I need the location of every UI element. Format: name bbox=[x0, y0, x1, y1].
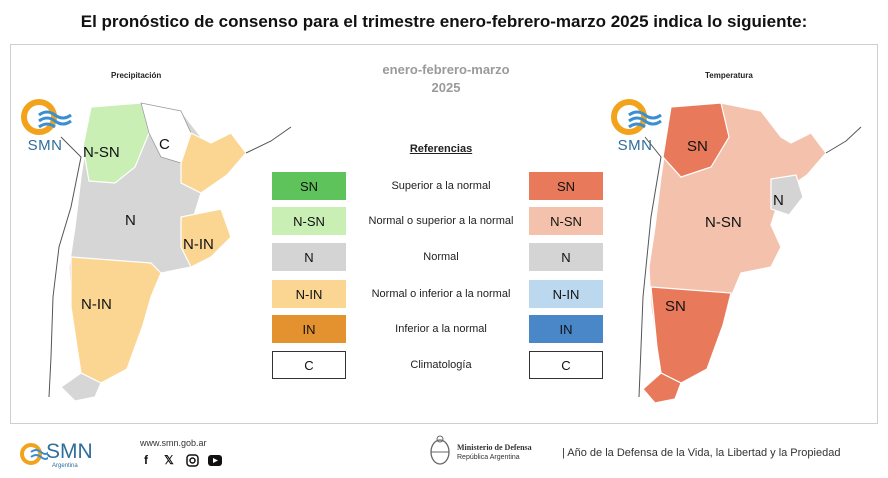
precip-swatch-n-sn: N-SN bbox=[272, 207, 346, 235]
ref-label-c: Climatología bbox=[410, 359, 472, 371]
youtube-icon[interactable] bbox=[207, 452, 223, 468]
temp-swatch-n-in: N-IN bbox=[529, 280, 603, 308]
ref-label-n: Normal bbox=[423, 251, 459, 263]
argentina-coat-of-arms-icon bbox=[430, 435, 450, 465]
smn-logo-right: SMN bbox=[607, 97, 663, 159]
ministry-name: Ministerio de Defensa bbox=[457, 443, 532, 452]
precip-label-n-in-2: N-IN bbox=[81, 296, 112, 313]
precip-swatch-sn: SN bbox=[272, 172, 346, 200]
ref-label-n-sn: Normal o superior a la normal bbox=[368, 215, 514, 227]
page-headline: El pronóstico de consenso para el trimes… bbox=[80, 12, 808, 31]
temp-swatch-c: C bbox=[529, 351, 603, 379]
footer-logo-text: SMN bbox=[46, 440, 93, 463]
instagram-icon[interactable] bbox=[184, 452, 200, 468]
temp-swatch-n-sn: N-SN bbox=[529, 207, 603, 235]
smn-sun-icon bbox=[611, 99, 662, 135]
temp-label-sn-1: SN bbox=[687, 138, 708, 155]
ref-label-sn: Superior a la normal bbox=[391, 180, 491, 192]
temp-label-n-sn: N-SN bbox=[705, 214, 742, 231]
smn-sun-icon bbox=[21, 99, 72, 135]
precip-label-c: C bbox=[159, 136, 170, 153]
references-title: Referencias bbox=[409, 143, 473, 155]
precip-label-n-sn: N-SN bbox=[83, 144, 120, 161]
period-line-1: enero-febrero-marzo bbox=[382, 62, 510, 77]
precip-map-title: Precipitación bbox=[111, 71, 162, 80]
temp-map: SN N N-SN SN bbox=[638, 102, 862, 404]
temp-swatch-in: IN bbox=[529, 315, 603, 343]
footer-smn-icon bbox=[20, 443, 48, 465]
temp-swatch-n: N bbox=[529, 243, 603, 271]
temp-swatch-sn: SN bbox=[529, 172, 603, 200]
smn-logo-text: SMN bbox=[617, 137, 653, 154]
precip-label-n: N bbox=[125, 212, 136, 229]
year-motto: | Año de la Defensa de la Vida, la Liber… bbox=[562, 447, 841, 459]
facebook-icon[interactable]: f bbox=[144, 453, 148, 467]
period-line-2: 2025 bbox=[431, 80, 461, 95]
footer-logo-sub: Argentina bbox=[52, 463, 78, 469]
ministry-block: Ministerio de Defensa República Argentin… bbox=[457, 443, 532, 462]
temp-label-n: N bbox=[773, 192, 784, 209]
precip-swatch-c: C bbox=[272, 351, 346, 379]
smn-logo-text: SMN bbox=[27, 137, 63, 154]
temp-label-sn-2: SN bbox=[665, 298, 686, 315]
precip-swatch-n-in: N-IN bbox=[272, 280, 346, 308]
precip-label-n-in-1: N-IN bbox=[183, 236, 214, 253]
temp-map-title: Temperatura bbox=[705, 71, 753, 80]
website-link[interactable]: www.smn.gob.ar bbox=[140, 438, 207, 448]
smn-logo-left: SMN bbox=[17, 97, 73, 159]
precip-swatch-n: N bbox=[272, 243, 346, 271]
ref-label-n-in: Normal o inferior a la normal bbox=[371, 288, 511, 300]
ministry-country: República Argentina bbox=[457, 454, 520, 461]
period-title: enero-febrero-marzo 2025 bbox=[346, 61, 546, 97]
forecast-panel: Precipitación SMN N-SN C N N-IN N-IN ene… bbox=[10, 44, 878, 424]
precip-map: N-SN C N N-IN N-IN bbox=[48, 102, 292, 402]
x-icon[interactable]: 𝕏 bbox=[164, 453, 174, 467]
precip-swatch-in: IN bbox=[272, 315, 346, 343]
ref-label-in: Inferior a la normal bbox=[395, 323, 487, 335]
social-links: f 𝕏 bbox=[138, 452, 223, 468]
